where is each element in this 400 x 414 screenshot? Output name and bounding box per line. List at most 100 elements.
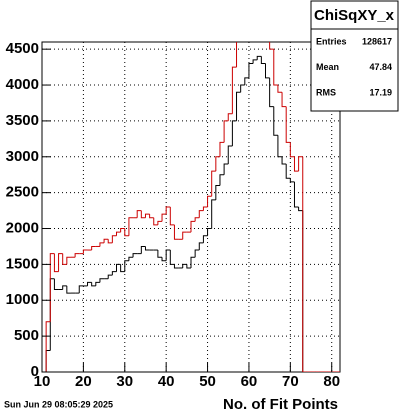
histogram-bin	[244, 77, 249, 86]
histogram-bin	[173, 264, 179, 269]
histogram-bin	[281, 156, 287, 165]
histogram-bin	[190, 256, 196, 268]
histogram-bin	[120, 264, 125, 273]
histogram-bin	[302, 210, 307, 372]
histogram-bin	[66, 256, 71, 265]
histogram-bin	[207, 228, 212, 236]
histogram-bin	[227, 113, 233, 121]
x-tick-label: 60	[241, 373, 258, 390]
histogram-bin	[302, 156, 307, 372]
histogram-bin	[281, 92, 287, 108]
date: Sun Jun 29 08:05:29 2025	[4, 399, 113, 409]
histogram-bin	[149, 214, 154, 219]
histogram-bin	[277, 135, 283, 158]
histogram-bin	[231, 120, 237, 147]
histogram-bin	[165, 206, 171, 215]
histogram-bin	[144, 213, 150, 218]
y-tick-label: 2500	[6, 184, 39, 201]
histogram-bin	[198, 242, 204, 251]
histogram-bin	[227, 145, 233, 164]
histogram-bin	[194, 217, 200, 222]
histogram-bin	[161, 257, 167, 262]
stats-box	[310, 0, 399, 112]
histogram-bin	[277, 85, 283, 93]
histogram-bin	[157, 220, 163, 225]
histogram-bin	[198, 210, 204, 218]
histogram-bin	[157, 250, 163, 258]
histogram-bin	[249, 13, 253, 27]
histogram-bin	[293, 181, 299, 208]
histogram-bin	[190, 220, 196, 233]
histogram-bin	[252, 59, 258, 64]
histogram-bin	[120, 228, 125, 233]
histogram-bin	[202, 206, 208, 211]
stat-label: Mean	[316, 62, 339, 72]
histogram-bin	[219, 141, 225, 157]
histogram-bin	[99, 278, 105, 283]
histogram-bin	[269, 77, 274, 108]
histogram-bin	[66, 285, 71, 294]
histogram-bin	[285, 106, 291, 143]
histogram-bin	[107, 239, 113, 244]
histogram-bin	[211, 199, 216, 229]
histogram-bin	[99, 242, 105, 247]
histogram-bin	[62, 285, 67, 290]
y-tick-label: 0	[31, 363, 39, 380]
histogram-bin	[111, 235, 117, 243]
histogram-bin	[207, 195, 212, 207]
histogram-bin	[289, 142, 295, 158]
histogram-bin	[260, 56, 266, 65]
histogram-bin	[256, 55, 262, 60]
histogram-bin	[215, 184, 220, 200]
stat-value: 47.84	[369, 62, 392, 72]
y-tick-label: 2000	[6, 219, 39, 236]
histogram-bin	[223, 120, 229, 143]
histogram-bin	[231, 66, 237, 114]
x-tick-label: 10	[34, 373, 51, 390]
x-tick-label: 20	[75, 373, 92, 390]
histogram-bin	[273, 49, 278, 86]
histogram-bin	[116, 263, 121, 272]
histogram-bin	[132, 253, 138, 258]
x-tick-label: 30	[116, 373, 133, 390]
x-tick-label: 50	[199, 373, 216, 390]
histogram-bin	[62, 253, 67, 265]
histogram-bin	[128, 256, 134, 261]
x-tick-label: 80	[323, 373, 340, 390]
x-tick-label: 70	[282, 373, 299, 390]
histogram-bin	[116, 231, 121, 236]
histogram-bin	[241, 28, 245, 35]
x-tick-label: 40	[158, 373, 175, 390]
histogram-bin	[285, 163, 291, 179]
histogram-bin	[298, 207, 303, 212]
histogram-bin	[140, 245, 146, 254]
histogram-bin	[261, 0, 265, 13]
histogram-bin	[240, 84, 245, 93]
y-tick-label: 3500	[6, 112, 39, 129]
histogram-bin	[128, 217, 134, 236]
histogram-bin	[173, 224, 179, 240]
histogram-bin	[289, 178, 295, 183]
histogram-bin	[49, 278, 55, 351]
histogram-bin	[74, 253, 80, 258]
histogram-bin	[103, 238, 109, 243]
y-tick-label: 4500	[6, 40, 39, 57]
histogram-bin	[169, 207, 175, 226]
stats-title: ChiSqXY_x	[314, 7, 395, 24]
histogram-bin	[95, 281, 100, 286]
histogram-bin	[78, 285, 84, 294]
histogram-bin	[140, 210, 146, 219]
histogram-bin	[91, 245, 96, 251]
histogram-bin	[169, 250, 175, 265]
histogram-bin	[87, 281, 92, 286]
histogram-bin	[45, 321, 51, 372]
histogram-bin	[49, 253, 55, 322]
histogram-bin	[82, 249, 88, 254]
histogram-bin	[124, 260, 129, 272]
histogram-bin	[219, 174, 225, 186]
histogram-bin	[161, 213, 167, 222]
y-tick-label: 500	[14, 327, 39, 344]
histogram-bin	[293, 156, 299, 172]
histogram-bin	[298, 156, 303, 172]
